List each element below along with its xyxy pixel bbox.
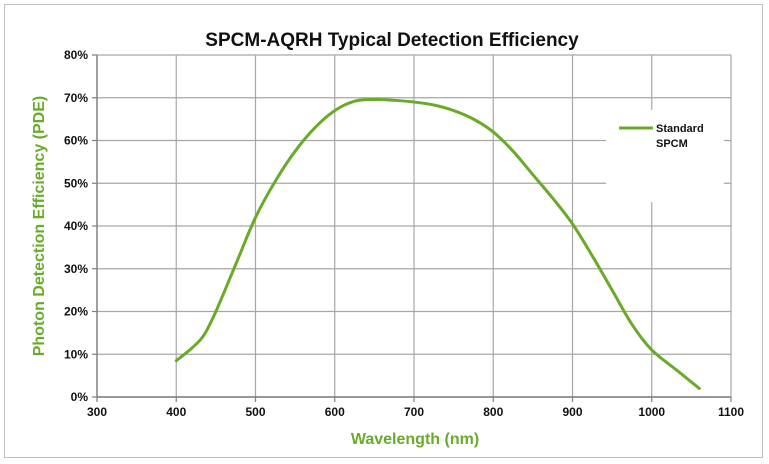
y-axis-title: Photon Detection Efficiency (PDE) xyxy=(31,96,48,356)
series-line-standard-spcm xyxy=(174,97,701,390)
x-tick-label: 600 xyxy=(325,405,345,419)
grid xyxy=(96,54,732,398)
x-tick-label: 1000 xyxy=(638,405,665,419)
y-tick-label: 50% xyxy=(64,176,88,190)
x-tick-label: 700 xyxy=(404,405,424,419)
y-tick-label: 70% xyxy=(64,91,88,105)
y-tick-label: 30% xyxy=(64,262,88,276)
tick-labels: 300 400 500 600 700 800 900 1000 1100 0% 10% 20% 30%… xyxy=(64,48,744,419)
legend-label-line-1: Standard xyxy=(656,123,704,135)
x-tick-label: 400 xyxy=(166,405,186,419)
x-tick-label: 800 xyxy=(483,405,503,419)
x-tick-label: 1100 xyxy=(718,405,744,419)
axes xyxy=(92,54,732,402)
y-tick-label: 60% xyxy=(64,134,88,148)
chart-frame xyxy=(4,4,763,458)
x-tick-label: 500 xyxy=(245,405,265,419)
legend-label-line-2: SPCM xyxy=(656,138,688,150)
x-tick-label: 300 xyxy=(87,405,107,419)
y-tick-label: 20% xyxy=(64,305,88,319)
y-tick-label: 40% xyxy=(64,219,88,233)
legend-box xyxy=(606,110,724,202)
legend: Standard SPCM xyxy=(606,110,724,202)
y-tick-label: 0% xyxy=(71,390,89,404)
x-tick-label: 900 xyxy=(562,405,582,419)
chart-title: SPCM-AQRH Typical Detection Efficiency xyxy=(205,30,579,51)
y-tick-label: 80% xyxy=(64,48,88,62)
y-tick-label: 10% xyxy=(64,347,88,361)
x-axis-title: Wavelength (nm) xyxy=(351,431,479,448)
